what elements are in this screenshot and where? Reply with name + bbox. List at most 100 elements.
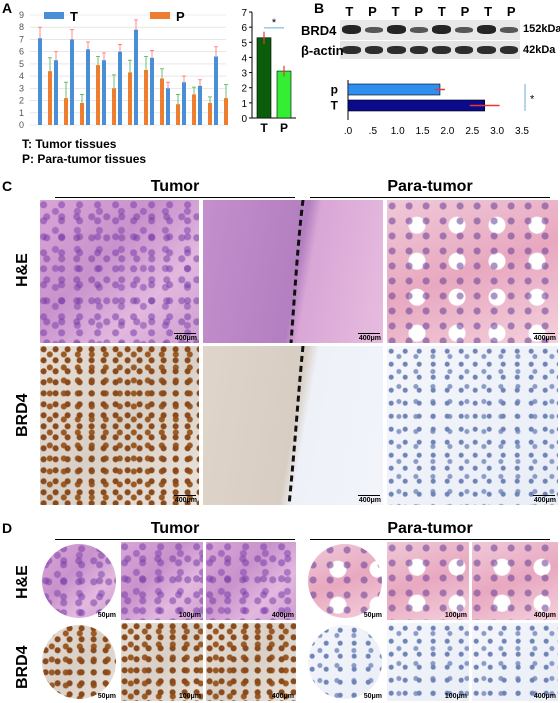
x-tick-label: 3.0 xyxy=(490,126,504,137)
y-tick-label: p xyxy=(331,83,338,97)
y-tick-label: 2 xyxy=(19,96,24,106)
actin-band xyxy=(454,46,473,54)
y-tick-label: 1 xyxy=(19,108,24,118)
panel-d-label: D xyxy=(2,520,13,536)
lane-label: P xyxy=(506,4,516,19)
brd4-band xyxy=(387,25,406,34)
bar-t xyxy=(214,56,218,125)
panel-d-brd4-row-label: BRD4 xyxy=(14,645,31,690)
summary-bar-p xyxy=(276,70,292,119)
c-he-para-image: 400μm xyxy=(387,200,558,343)
significance-star: * xyxy=(530,94,535,106)
y-tick-label: 3 xyxy=(241,69,247,80)
x-tick-label: 1.0 xyxy=(391,126,405,137)
d-brd4-para-50: 50μm xyxy=(306,623,384,701)
x-tick-label: P xyxy=(280,121,288,135)
brd4-kda-label: 152kDa xyxy=(523,23,560,35)
panel-d-he-row-label: H&E xyxy=(14,565,31,600)
panel-d-para-rule xyxy=(310,539,550,540)
y-tick-label: 2 xyxy=(241,84,247,95)
y-tick-label: 0 xyxy=(241,114,247,125)
legend-t-label: T xyxy=(70,9,78,24)
bar-p xyxy=(176,104,180,125)
panel-d-tumor-rule xyxy=(55,539,295,540)
y-tick-label: 6 xyxy=(241,23,247,34)
d-brd4-tumor-50: 50μm xyxy=(40,623,118,701)
panel-c-para-rule xyxy=(310,197,550,198)
panel-c-label: C xyxy=(2,178,13,194)
d-brd4-para-100: 100μm xyxy=(387,623,469,701)
brd4-band xyxy=(454,27,473,33)
panel-b-label: B xyxy=(314,0,325,16)
bar-p xyxy=(160,78,164,125)
bar-t xyxy=(38,38,42,125)
brd4-band xyxy=(477,25,496,34)
y-tick-label: 4 xyxy=(19,71,24,81)
d-brd4-tumor-400: 400μm xyxy=(206,623,296,701)
x-tick-label: 2.5 xyxy=(465,126,479,137)
x-tick-label: .0 xyxy=(344,126,353,137)
y-tick-label: T xyxy=(331,99,339,113)
significance-star: * xyxy=(272,17,277,29)
lane-label: P xyxy=(414,4,424,19)
panel-a-label: A xyxy=(2,0,13,16)
actin-band xyxy=(409,46,428,54)
quant-bar-p xyxy=(347,83,441,96)
actin-blot xyxy=(340,41,520,59)
bar-p xyxy=(224,98,228,125)
lane-label: P xyxy=(368,4,377,19)
bar-p xyxy=(112,88,116,125)
brd4-band xyxy=(364,27,383,33)
d-he-para-50: 50μm xyxy=(306,542,384,620)
c-he-tumor-image-1: 400μm xyxy=(40,200,199,343)
y-tick-label: 1 xyxy=(241,99,247,110)
d-brd4-tumor-100: 100μm xyxy=(121,623,203,701)
d-he-para-100: 100μm xyxy=(387,542,469,620)
bar-p xyxy=(80,103,84,125)
blot-quantification-chart: pT * .0 .5 1.0 1.5 2.0 2.5 3.0 3.5 xyxy=(331,80,535,137)
bar-t xyxy=(86,49,90,125)
c-brd4-tumor-image-1: 400μm xyxy=(40,346,199,505)
actin-band xyxy=(387,46,406,54)
bar-t xyxy=(118,51,122,125)
x-tick-label: 3.5 xyxy=(515,126,529,137)
bar-t xyxy=(102,60,106,125)
y-tick-label: 4 xyxy=(241,53,247,64)
y-tick-label: 0 xyxy=(19,120,24,130)
brd4-band xyxy=(432,25,451,34)
panel-c-para-header: Para-tumor xyxy=(387,178,473,195)
bar-t xyxy=(166,88,170,125)
summary-bar-chart: 7 6 5 4 3 2 1 0 T P * xyxy=(241,8,296,135)
legend-p-label: P xyxy=(176,9,185,24)
bar-t xyxy=(150,57,154,125)
actin-band xyxy=(499,46,518,54)
d-he-para-400: 400μm xyxy=(472,542,558,620)
bar-t xyxy=(134,29,138,126)
actin-blot-label: β-actin xyxy=(301,43,344,58)
x-tick-label: T xyxy=(260,121,268,135)
panel-d-para-header: Para-tumor xyxy=(387,520,473,537)
bar-p xyxy=(144,70,148,125)
legend-t-swatch xyxy=(44,12,64,19)
brd4-band xyxy=(499,27,518,33)
bar-p xyxy=(128,72,132,125)
panel-c-he-row-label: H&E xyxy=(14,253,31,287)
c-brd4-border-image: 400μm xyxy=(203,346,383,505)
actin-kda-label: 42kDa xyxy=(523,44,556,56)
y-tick-label: 6 xyxy=(19,47,24,57)
bar-p xyxy=(48,71,52,125)
quant-bar-t xyxy=(347,99,486,112)
brd4-band xyxy=(342,25,361,34)
bar-p xyxy=(192,94,196,125)
c-he-border-image: 400μm xyxy=(203,200,383,343)
legend-note-t: T: Tumor tissues xyxy=(22,137,117,151)
panel-d-tumor-header: Tumor xyxy=(150,520,200,537)
panel-c-tumor-rule xyxy=(55,197,295,198)
bar-t xyxy=(182,82,186,125)
tumor-vs-para-bar-chart: 9 8 7 6 5 4 3 2 1 0 T P xyxy=(19,9,228,130)
x-tick-label: 2.0 xyxy=(440,126,454,137)
d-he-tumor-50: 50μm xyxy=(40,542,118,620)
y-tick-label: 5 xyxy=(241,38,247,49)
d-he-tumor-400: 400μm xyxy=(206,542,296,620)
lane-label: T xyxy=(437,4,446,19)
